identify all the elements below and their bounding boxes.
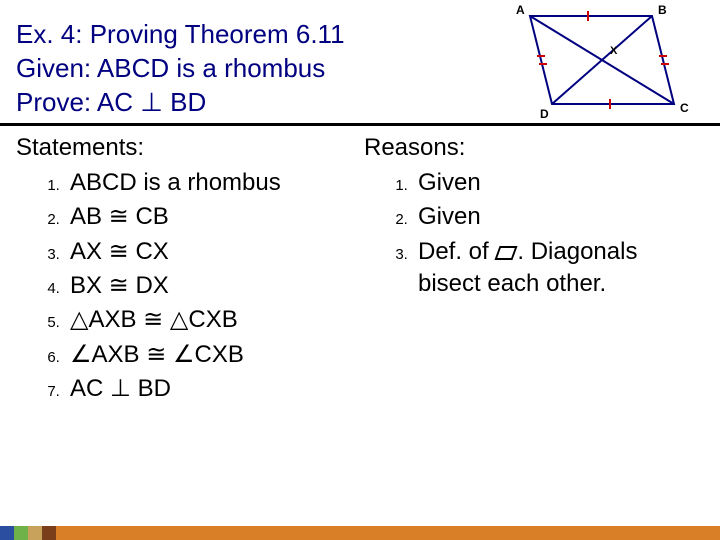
decor-square-1 bbox=[0, 526, 14, 540]
vertex-c-label: C bbox=[680, 101, 689, 115]
rhombus-diagram: A B C D X bbox=[488, 4, 698, 122]
statement-4: BX ≅ DX bbox=[64, 270, 360, 302]
statement-5: △AXB ≅ △CXB bbox=[64, 304, 360, 336]
decor-square-4 bbox=[42, 526, 56, 540]
statements-list: ABCD is a rhombus AB ≅ CB AX ≅ CX BX ≅ D… bbox=[16, 167, 360, 406]
reasons-heading: Reasons: bbox=[364, 132, 704, 164]
statement-1: ABCD is a rhombus bbox=[64, 167, 360, 199]
vertex-d-label: D bbox=[540, 107, 549, 121]
statements-heading: Statements: bbox=[16, 132, 360, 164]
reasons-column: Reasons: Given Given Def. of . Diagonals… bbox=[360, 132, 704, 407]
horizontal-divider bbox=[0, 123, 720, 126]
center-x-label: X bbox=[610, 45, 618, 57]
statements-column: Statements: ABCD is a rhombus AB ≅ CB AX… bbox=[16, 132, 360, 407]
statement-2: AB ≅ CB bbox=[64, 201, 360, 233]
reason-2: Given bbox=[412, 201, 704, 233]
statement-6: ∠AXB ≅ ∠CXB bbox=[64, 339, 360, 371]
vertex-a-label: A bbox=[516, 4, 525, 17]
parallelogram-icon bbox=[495, 246, 518, 260]
decor-square-2 bbox=[14, 526, 28, 540]
decor-square-3 bbox=[28, 526, 42, 540]
reason-3: Def. of . Diagonals bisect each other. bbox=[412, 236, 704, 301]
statement-3: AX ≅ CX bbox=[64, 236, 360, 268]
bottom-border bbox=[0, 526, 720, 540]
statement-7: AC ⊥ BD bbox=[64, 373, 360, 405]
reason-1: Given bbox=[412, 167, 704, 199]
vertex-b-label: B bbox=[658, 4, 667, 17]
reasons-list: Given Given Def. of . Diagonals bisect e… bbox=[364, 167, 704, 301]
